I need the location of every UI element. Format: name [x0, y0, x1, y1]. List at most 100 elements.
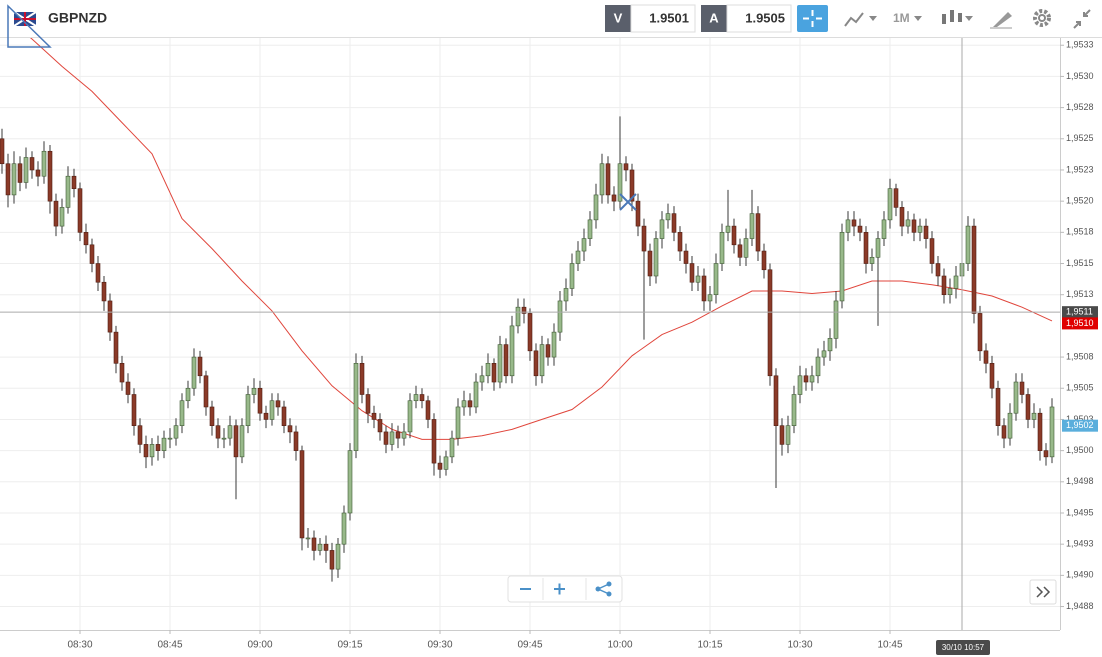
candle-body — [323, 543, 329, 551]
candle-body — [887, 188, 893, 221]
y-tick-label: 1,9533 — [1066, 40, 1094, 50]
candle-body — [743, 238, 749, 258]
candle-body — [113, 331, 119, 364]
candle-body — [125, 381, 131, 395]
bid-box[interactable] — [630, 4, 696, 33]
price-marker — [1062, 317, 1098, 330]
candle-body — [755, 213, 761, 252]
candle-body — [869, 256, 875, 264]
candle-body — [179, 400, 185, 426]
chart-type-button[interactable] — [844, 12, 877, 27]
candle-body — [635, 200, 641, 227]
candle-body — [65, 175, 71, 208]
candle-body — [803, 375, 809, 383]
candle-body — [629, 169, 635, 202]
candle-body — [287, 425, 293, 433]
candle-body — [155, 444, 161, 451]
candle-body — [437, 462, 443, 470]
candle-body — [281, 406, 287, 426]
candle-body — [131, 394, 137, 426]
share[interactable] — [595, 581, 612, 597]
candle-body — [467, 400, 473, 408]
candle-body — [245, 394, 251, 426]
draw-button[interactable] — [990, 12, 1012, 29]
candle-body — [191, 356, 197, 389]
flag — [13, 11, 37, 27]
timeframe-arrow[interactable] — [914, 16, 922, 21]
candle-body — [761, 250, 767, 271]
candle-body — [791, 394, 797, 426]
candle-body — [35, 169, 41, 177]
candle-body — [593, 194, 599, 221]
candle-body — [95, 263, 101, 283]
candle-body — [461, 400, 467, 408]
candle-body — [71, 175, 77, 189]
candle-body — [401, 431, 407, 439]
y-tick-label: 1,9530 — [1066, 71, 1094, 81]
candle-body — [425, 400, 431, 420]
candle-body — [569, 263, 575, 289]
ask-box[interactable] — [726, 4, 792, 33]
scroll-right[interactable] — [1029, 579, 1057, 605]
candle-body — [653, 238, 659, 277]
candle-body — [197, 356, 203, 377]
candle-body — [371, 412, 377, 420]
candle-body — [749, 213, 755, 239]
candle-body — [1025, 394, 1031, 420]
candle-body — [311, 537, 317, 551]
candle-body — [479, 375, 485, 383]
settings-button[interactable] — [1033, 9, 1051, 27]
bid-button[interactable] — [605, 5, 631, 32]
candle-body — [809, 375, 815, 383]
zoom-controls — [507, 575, 623, 603]
x-tick-label: 09:00 — [247, 640, 272, 651]
candle-body — [575, 250, 581, 264]
ask-price: 1.9505 — [745, 10, 785, 25]
candle-body — [965, 225, 971, 264]
crosshair-label-box — [936, 640, 990, 655]
candle-body — [1019, 381, 1025, 395]
ask-button[interactable] — [701, 5, 727, 32]
y-tick-label: 1,9508 — [1066, 351, 1094, 361]
candle-body — [305, 537, 311, 540]
candle-body — [857, 225, 863, 233]
candle-body — [509, 325, 515, 377]
candle-body — [947, 288, 953, 296]
y-tick-label: 1,9520 — [1066, 196, 1094, 206]
candle-body — [449, 437, 455, 458]
candle-body — [107, 300, 113, 333]
candle-body — [383, 431, 389, 445]
candle-body — [863, 232, 869, 264]
candle-body — [47, 150, 53, 202]
x-tick-label: 10:15 — [697, 640, 722, 651]
candle-body — [251, 387, 257, 395]
candle-body — [623, 163, 629, 171]
candle-body — [101, 281, 107, 302]
timeframe[interactable]: 1M — [893, 11, 910, 25]
y-tick-label: 1,9515 — [1066, 258, 1094, 268]
candle-body — [821, 350, 827, 358]
candle-body — [407, 400, 413, 433]
candle-body — [905, 219, 911, 227]
candle-type-button[interactable] — [942, 10, 973, 24]
candle-body — [83, 232, 89, 246]
candle-body — [455, 406, 461, 439]
candle-body — [515, 306, 521, 327]
candle-body — [731, 225, 737, 246]
candle-body — [59, 207, 65, 227]
candle-body — [587, 219, 593, 239]
candle-body — [5, 163, 11, 196]
candle-body — [341, 512, 347, 545]
x-tick-label: 09:15 — [337, 640, 362, 651]
price-marker — [1062, 306, 1098, 319]
candle-body — [599, 163, 605, 196]
collapse-button[interactable] — [1073, 9, 1091, 29]
crosshair-button[interactable] — [797, 5, 828, 32]
zoom-in[interactable] — [554, 583, 565, 595]
x-tick-label: 10:45 — [877, 640, 902, 651]
candle-body — [737, 244, 743, 258]
candle-body — [491, 363, 497, 383]
candle-body — [527, 313, 533, 352]
